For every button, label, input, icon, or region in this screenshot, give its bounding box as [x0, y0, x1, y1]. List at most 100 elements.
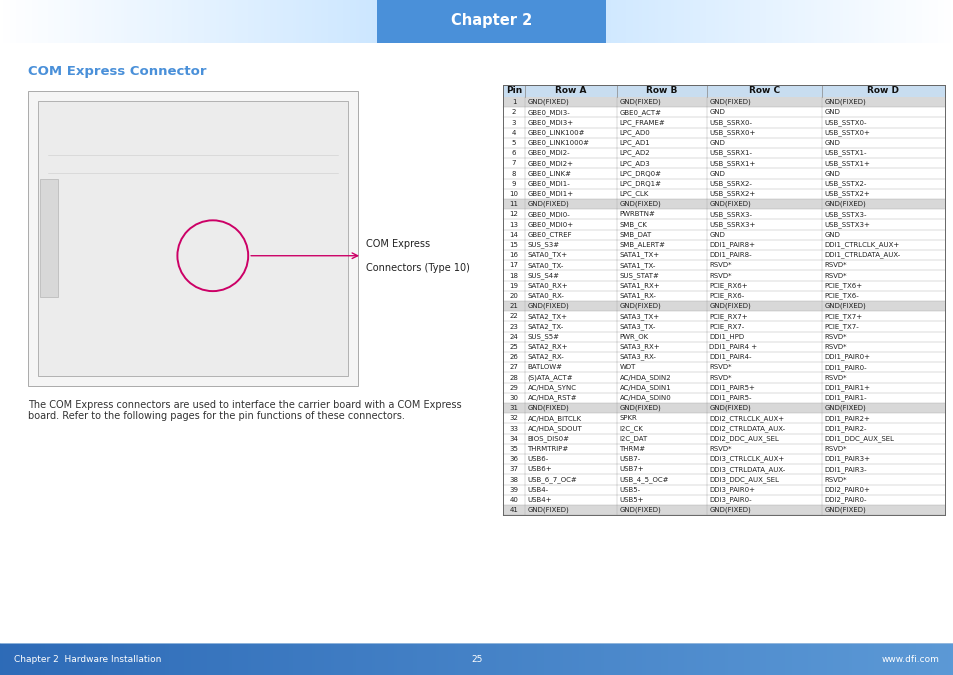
Text: PCIE_RX6+: PCIE_RX6+	[709, 282, 747, 289]
Text: THRM#: THRM#	[618, 446, 645, 452]
Text: 11: 11	[509, 201, 518, 207]
Text: SATA2_TX-: SATA2_TX-	[527, 323, 563, 330]
Text: GND(FIXED): GND(FIXED)	[527, 405, 569, 411]
Text: GBE0_MDI3+: GBE0_MDI3+	[527, 119, 573, 126]
Text: Row D: Row D	[866, 86, 899, 95]
Text: BATLOW#: BATLOW#	[527, 364, 562, 371]
Text: SATA1_TX-: SATA1_TX-	[618, 262, 655, 269]
Text: PCIE_RX7-: PCIE_RX7-	[709, 323, 744, 330]
Bar	[502, 352, 944, 362]
Text: 18: 18	[509, 273, 518, 279]
Text: DDI2_CTRLDATA_AUX-: DDI2_CTRLDATA_AUX-	[709, 425, 785, 432]
Text: GND(FIXED): GND(FIXED)	[823, 99, 865, 105]
Bar	[502, 138, 944, 148]
Text: LPC_DRQ0#: LPC_DRQ0#	[618, 170, 660, 177]
Text: SMB_DAT: SMB_DAT	[618, 232, 651, 238]
Text: DDI3_PAIR0+: DDI3_PAIR0+	[709, 487, 755, 493]
Text: 39: 39	[509, 487, 518, 493]
Text: GND(FIXED): GND(FIXED)	[527, 507, 569, 514]
Bar	[502, 291, 944, 301]
Text: WDT: WDT	[618, 364, 636, 371]
Text: GND(FIXED): GND(FIXED)	[527, 201, 569, 207]
Bar	[502, 250, 944, 261]
Text: RSVD*: RSVD*	[709, 364, 731, 371]
Text: board. Refer to the following pages for the pin functions of these connectors.: board. Refer to the following pages for …	[28, 410, 404, 421]
Text: GND(FIXED): GND(FIXED)	[618, 405, 660, 411]
Text: DDI1_DDC_AUX_SEL: DDI1_DDC_AUX_SEL	[823, 435, 894, 442]
Text: RSVD*: RSVD*	[823, 273, 846, 279]
Text: PWRBTN#: PWRBTN#	[618, 211, 655, 217]
Text: 32: 32	[509, 415, 517, 421]
Text: SATA2_RX-: SATA2_RX-	[527, 354, 563, 360]
Text: DDI1_PAIR4 +: DDI1_PAIR4 +	[709, 344, 757, 350]
Text: USB7+: USB7+	[618, 466, 643, 472]
Bar	[502, 362, 944, 373]
Text: USB_SSTX1+: USB_SSTX1+	[823, 160, 869, 167]
Text: USB_SSRX3+: USB_SSRX3+	[709, 221, 755, 228]
Text: USB_6_7_OC#: USB_6_7_OC#	[527, 476, 577, 483]
Text: USB_SSTX0-: USB_SSTX0-	[823, 119, 866, 126]
Bar	[502, 107, 944, 117]
Text: PCIE_TX6+: PCIE_TX6+	[823, 282, 862, 289]
Text: DDI3_CTRLCLK_AUX+: DDI3_CTRLCLK_AUX+	[709, 456, 784, 462]
Bar	[502, 169, 944, 179]
Text: AC/HDA_SDIN1: AC/HDA_SDIN1	[618, 384, 671, 391]
Bar	[502, 475, 944, 485]
Text: SUS_S4#: SUS_S4#	[527, 272, 558, 279]
Text: DDI1_PAIR2+: DDI1_PAIR2+	[823, 415, 869, 422]
Text: DDI1_PAIR3-: DDI1_PAIR3-	[823, 466, 866, 472]
Text: DDI1_PAIR8+: DDI1_PAIR8+	[709, 242, 755, 248]
Text: 5: 5	[511, 140, 516, 146]
Text: DDI1_CTRLDATA_AUX-: DDI1_CTRLDATA_AUX-	[823, 252, 900, 259]
Text: 8: 8	[511, 171, 516, 177]
Text: 4: 4	[511, 130, 516, 136]
Bar	[502, 311, 944, 321]
Text: GND: GND	[709, 109, 724, 115]
Text: 6: 6	[511, 150, 516, 156]
Text: 27: 27	[509, 364, 517, 371]
Text: LPC_CLK: LPC_CLK	[618, 190, 648, 197]
Bar	[502, 158, 944, 169]
Text: 24: 24	[509, 333, 517, 340]
Text: GND(FIXED): GND(FIXED)	[709, 303, 750, 309]
Text: 16: 16	[509, 252, 518, 258]
Text: SATA2_TX+: SATA2_TX+	[527, 313, 567, 320]
Text: GND(FIXED): GND(FIXED)	[527, 99, 569, 105]
Text: DDI2_DDC_AUX_SEL: DDI2_DDC_AUX_SEL	[709, 435, 779, 442]
Text: RSVD*: RSVD*	[709, 263, 731, 269]
Text: DDI2_PAIR0+: DDI2_PAIR0+	[823, 487, 869, 493]
Text: 19: 19	[509, 283, 518, 289]
Text: USB5+: USB5+	[618, 497, 643, 503]
Bar	[502, 505, 944, 515]
Text: USB6+: USB6+	[527, 466, 552, 472]
Text: PCIE_RX6-: PCIE_RX6-	[709, 292, 744, 299]
Text: 15: 15	[509, 242, 517, 248]
Text: 34: 34	[509, 436, 517, 441]
Text: COM Express Connector: COM Express Connector	[28, 65, 206, 78]
Text: 10: 10	[509, 191, 518, 197]
Text: RSVD*: RSVD*	[823, 477, 846, 483]
Text: Row C: Row C	[748, 86, 780, 95]
Text: GND(FIXED): GND(FIXED)	[823, 303, 865, 309]
Text: GBE0_MDI2-: GBE0_MDI2-	[527, 150, 570, 157]
Text: SATA3_TX-: SATA3_TX-	[618, 323, 655, 330]
Bar	[502, 128, 944, 138]
Text: RSVD*: RSVD*	[823, 375, 846, 381]
Text: SATA1_RX-: SATA1_RX-	[618, 292, 656, 299]
Text: SUS_S3#: SUS_S3#	[527, 242, 559, 248]
Text: PCIE_TX7+: PCIE_TX7+	[823, 313, 862, 320]
Text: SATA0_TX-: SATA0_TX-	[527, 262, 563, 269]
Text: Connectors (Type 10): Connectors (Type 10)	[366, 263, 470, 273]
Text: 28: 28	[509, 375, 517, 381]
Bar	[502, 454, 944, 464]
Text: AC/HDA_BITCLK: AC/HDA_BITCLK	[527, 415, 581, 422]
Text: 17: 17	[509, 263, 518, 269]
Text: THRMTRIP#: THRMTRIP#	[527, 446, 568, 452]
Text: SATA1_TX+: SATA1_TX+	[618, 252, 659, 259]
Bar	[502, 148, 944, 158]
Bar	[502, 485, 944, 495]
Text: RSVD*: RSVD*	[823, 344, 846, 350]
Text: AC/HDA_SDOUT: AC/HDA_SDOUT	[527, 425, 581, 432]
Text: USB_4_5_OC#: USB_4_5_OC#	[618, 476, 668, 483]
Text: DDI1_PAIR1+: DDI1_PAIR1+	[823, 384, 869, 391]
